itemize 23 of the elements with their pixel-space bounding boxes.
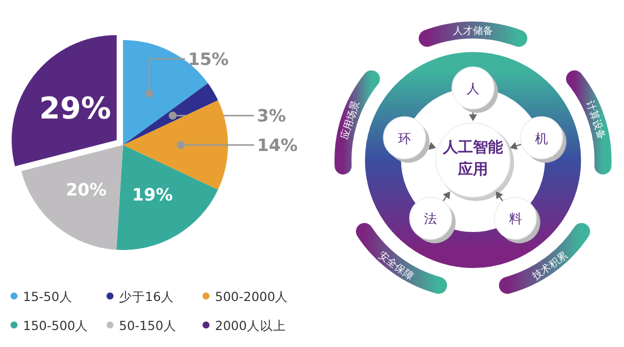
data-label: 20% [66,180,107,200]
data-label: 29% [39,91,112,126]
legend-label: 2000人以上 [215,318,286,333]
text: 安全保障 [376,249,416,283]
text: 计算设备 [584,99,608,142]
text: 料 [508,212,522,228]
text: 环 [398,132,412,147]
text: 法 [424,212,438,228]
legend-label: 150-500人 [23,318,88,333]
text: 人 [466,82,480,97]
data-label: 3% [257,106,286,127]
data-label: 14% [257,136,298,156]
legend-label: 500-2000人 [215,289,288,304]
legend-label: 少于16人 [119,289,174,304]
legend-label: 15-50人 [23,289,72,304]
text: 机 [534,132,548,147]
legend-label: 50-150人 [119,318,176,333]
text: 人工智能应用 [442,137,504,180]
text: 人才储备 [453,25,493,37]
data-label: 19% [132,186,173,206]
text: 技术积累 [529,249,570,284]
data-label: 15% [188,50,229,70]
text: 应用场景 [338,99,362,142]
